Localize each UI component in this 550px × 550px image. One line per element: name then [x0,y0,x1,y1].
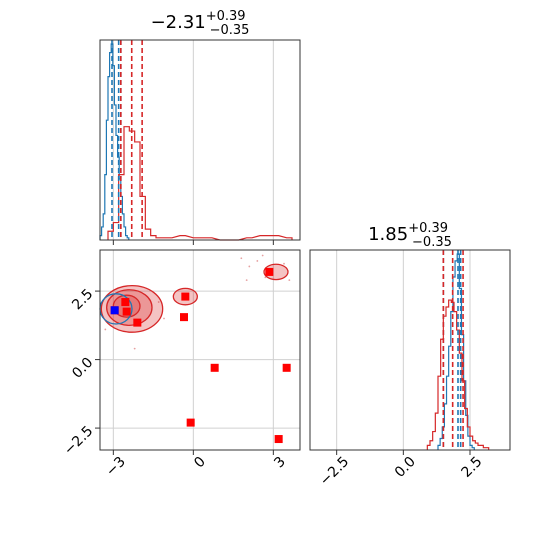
background-dot [133,347,136,350]
x-tick-label: 0 [191,454,209,472]
y-tick-labels: 2.5 0.0 −2.5 [61,286,96,458]
x-tick-label: 0.0 [392,454,419,481]
title-plus: +0.39 [408,221,448,236]
title-value: 1.85 [368,224,408,245]
red-point [181,292,190,301]
background-dot [261,254,264,257]
title-value: −2.31 [151,12,206,33]
contour-level-2 [112,294,141,318]
axes-frame [309,249,511,451]
histogram-panel-y: 1.85+0.39 −0.35 −2.5 0.0 2.5 [309,221,511,489]
red-point [274,435,283,444]
red-point [180,313,188,322]
background-dots [104,254,291,350]
histogram-step-1 [426,299,490,450]
histogram-bars [99,43,293,245]
background-dot [157,301,160,303]
x-tick-labels: −3 0 3 [103,454,289,480]
background-dot [264,276,267,279]
scatter-points [95,267,291,455]
background-dot [288,279,291,282]
title-minus: −0.35 [412,235,452,250]
background-dot [248,265,251,268]
y-tick-label: −2.5 [61,423,96,458]
red-point [122,307,131,316]
x-tick-labels: −2.5 0.0 2.5 [317,454,486,489]
x-tick-label: 3 [271,454,289,472]
x-tick-label: −2.5 [317,454,352,489]
background-dot [240,257,243,260]
red-point [265,267,274,276]
title-minus: −0.35 [210,23,250,38]
quantile-lines [442,250,464,450]
x-tick-label: 2.5 [458,454,485,481]
histogram-bars [336,253,490,455]
axes-frame [99,39,301,241]
grid [336,250,471,450]
red-point [186,418,195,427]
y-tick-label: 2.5 [69,286,96,313]
red-point [282,363,291,372]
x-tick-label: −3 [103,454,129,480]
background-dot [104,328,107,331]
panel-title: −2.31+0.39 −0.35 [151,9,250,38]
scatter-panel: −3 0 3 2.5 0.0 −2.5 [61,249,301,480]
axes-frame [99,249,301,451]
quantile-lines [111,40,143,240]
blue-point [110,306,119,315]
panel-title: 1.85+0.39 −0.35 [368,221,452,250]
histogram-step-0 [99,43,130,240]
background-dot [245,279,248,282]
red-point [133,318,142,327]
red-point [210,363,219,372]
grid [100,250,300,450]
red-point [121,298,130,307]
background-dot [256,260,259,262]
y-tick-label: 0.0 [69,355,96,382]
background-dot [163,317,165,320]
histogram-step-1 [107,126,293,241]
grid [112,40,274,240]
background-dot [283,262,285,265]
histogram-panel-x: −2.31+0.39 −0.35 [99,9,301,245]
density-contours [99,263,289,333]
title-plus: +0.39 [206,9,246,24]
